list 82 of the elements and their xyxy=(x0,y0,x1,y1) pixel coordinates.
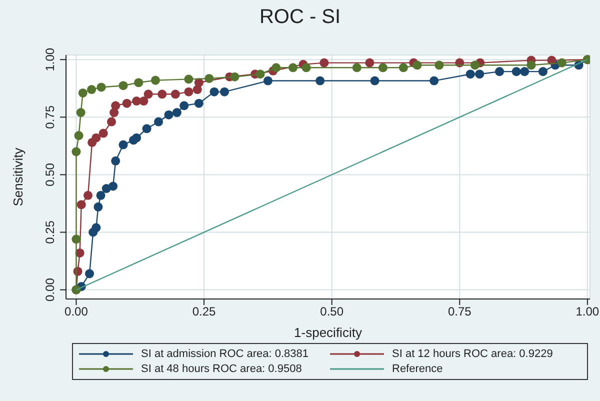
legend-label: SI at admission ROC area: 0.8381 xyxy=(141,348,309,360)
point xyxy=(118,140,128,150)
point xyxy=(108,182,118,191)
point xyxy=(92,223,101,232)
point xyxy=(230,72,240,82)
point xyxy=(78,88,88,98)
legend-label: SI at 48 hours ROC area: 0.9508 xyxy=(141,363,302,375)
point xyxy=(194,98,204,108)
point xyxy=(111,156,120,166)
point xyxy=(204,74,214,83)
y-tick-label: 0.00 xyxy=(43,278,57,302)
point xyxy=(434,60,444,70)
point xyxy=(158,90,167,99)
point xyxy=(144,90,153,99)
point xyxy=(526,60,536,70)
point xyxy=(85,269,94,278)
point xyxy=(470,60,480,70)
point xyxy=(378,63,388,72)
point xyxy=(132,133,142,142)
point xyxy=(370,76,380,86)
point xyxy=(184,87,194,96)
point xyxy=(94,202,103,212)
point xyxy=(139,96,148,106)
point xyxy=(365,58,374,68)
point xyxy=(302,63,311,72)
x-tick-label: 0.75 xyxy=(448,304,472,319)
point xyxy=(170,90,180,99)
point xyxy=(220,87,229,96)
point xyxy=(538,67,548,76)
point xyxy=(430,76,439,86)
point xyxy=(118,81,128,90)
point xyxy=(256,70,265,79)
legend-label: Reference xyxy=(392,363,443,375)
point xyxy=(76,108,86,118)
y-tick-label: 0.75 xyxy=(43,105,57,129)
point xyxy=(111,101,120,110)
point xyxy=(154,117,164,126)
y-tick-label: 0.50 xyxy=(43,162,57,186)
point xyxy=(495,67,504,76)
point xyxy=(96,82,106,92)
point xyxy=(142,124,152,134)
point xyxy=(72,234,81,244)
point xyxy=(76,200,86,210)
point xyxy=(98,128,108,138)
point xyxy=(412,60,422,70)
point xyxy=(72,147,81,156)
point xyxy=(263,76,272,86)
chart-title: ROC - SI xyxy=(258,6,342,29)
point xyxy=(164,110,174,120)
x-tick-label: 0.50 xyxy=(320,304,344,319)
x-axis-title: 1-specificity xyxy=(294,325,362,340)
point xyxy=(92,133,101,142)
point xyxy=(172,108,182,118)
legend-label: SI at 12 hours ROC area: 0.9229 xyxy=(392,348,553,360)
point xyxy=(316,76,325,86)
y-axis-title: Sensitivity xyxy=(10,147,26,206)
x-tick-label: 0.25 xyxy=(192,304,216,319)
point xyxy=(398,63,408,72)
point xyxy=(74,131,84,140)
point xyxy=(210,87,219,96)
y-tick-label: 1.00 xyxy=(43,48,57,72)
point xyxy=(466,70,475,79)
point xyxy=(320,58,329,68)
point xyxy=(512,67,521,76)
point xyxy=(150,76,160,85)
point xyxy=(134,78,144,88)
point xyxy=(352,63,362,72)
point xyxy=(520,67,530,76)
point xyxy=(475,70,484,79)
point xyxy=(87,85,96,94)
x-tick-label: 0.00 xyxy=(64,304,88,319)
point xyxy=(557,58,566,68)
point xyxy=(180,101,189,110)
point xyxy=(83,190,92,200)
point xyxy=(106,117,116,126)
x-tick-label: 1.00 xyxy=(576,304,600,319)
y-tick-label: 0.25 xyxy=(43,220,57,244)
point xyxy=(122,98,132,108)
point xyxy=(96,190,106,200)
point xyxy=(272,63,281,72)
point xyxy=(288,63,298,72)
point xyxy=(184,74,194,84)
